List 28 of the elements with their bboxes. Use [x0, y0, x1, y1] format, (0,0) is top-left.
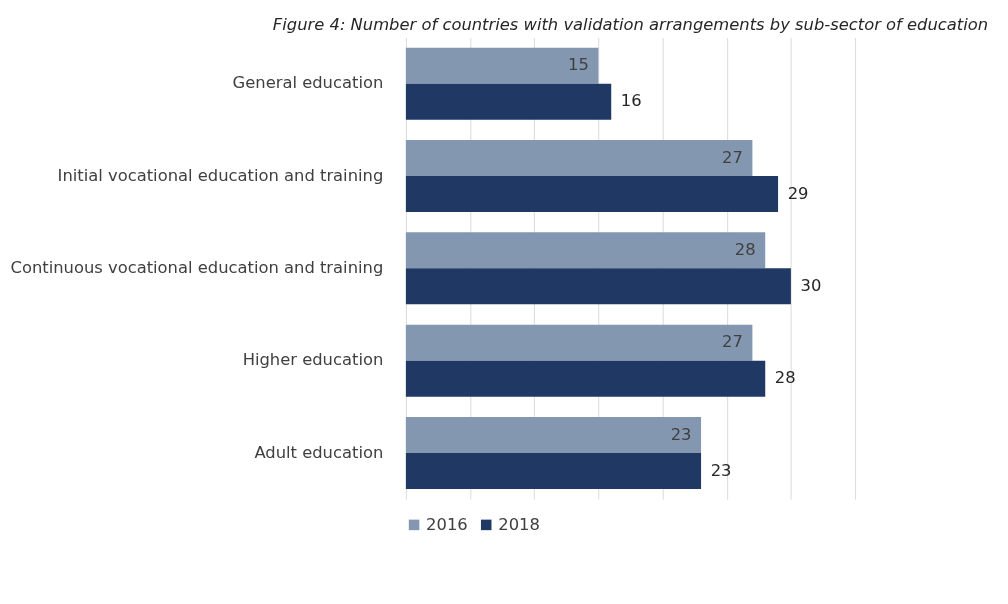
data-label: 29	[787, 183, 809, 203]
bar	[405, 360, 766, 397]
chart-title: Figure 4: Number of countries with validation arrangements by sub-sector of education	[272, 14, 989, 34]
bar	[405, 47, 599, 84]
bar	[405, 324, 753, 361]
y-tick-label: Adult education	[254, 442, 384, 462]
data-label: 23	[670, 424, 692, 444]
bar	[405, 268, 791, 305]
y-tick-label: Higher education	[242, 350, 384, 370]
data-label: 27	[721, 147, 743, 167]
data-label: 16	[620, 91, 642, 111]
bar	[405, 139, 753, 176]
data-label: 15	[567, 55, 589, 75]
y-tick-label: Initial vocational education and training	[57, 165, 384, 185]
legend-label: 2018	[498, 514, 540, 534]
bar	[405, 83, 612, 120]
bar	[405, 175, 779, 212]
bar	[405, 232, 766, 269]
data-label: 28	[734, 240, 756, 260]
bar	[405, 453, 702, 490]
data-label: 30	[800, 276, 822, 296]
data-label: 27	[721, 332, 743, 352]
bar	[405, 416, 702, 453]
y-tick-label: Continuous vocational education and training	[10, 258, 384, 278]
data-label: 28	[774, 368, 796, 388]
data-label: 23	[710, 460, 732, 480]
legend-label: 2016	[426, 514, 468, 534]
y-tick-label: General education	[232, 73, 384, 93]
